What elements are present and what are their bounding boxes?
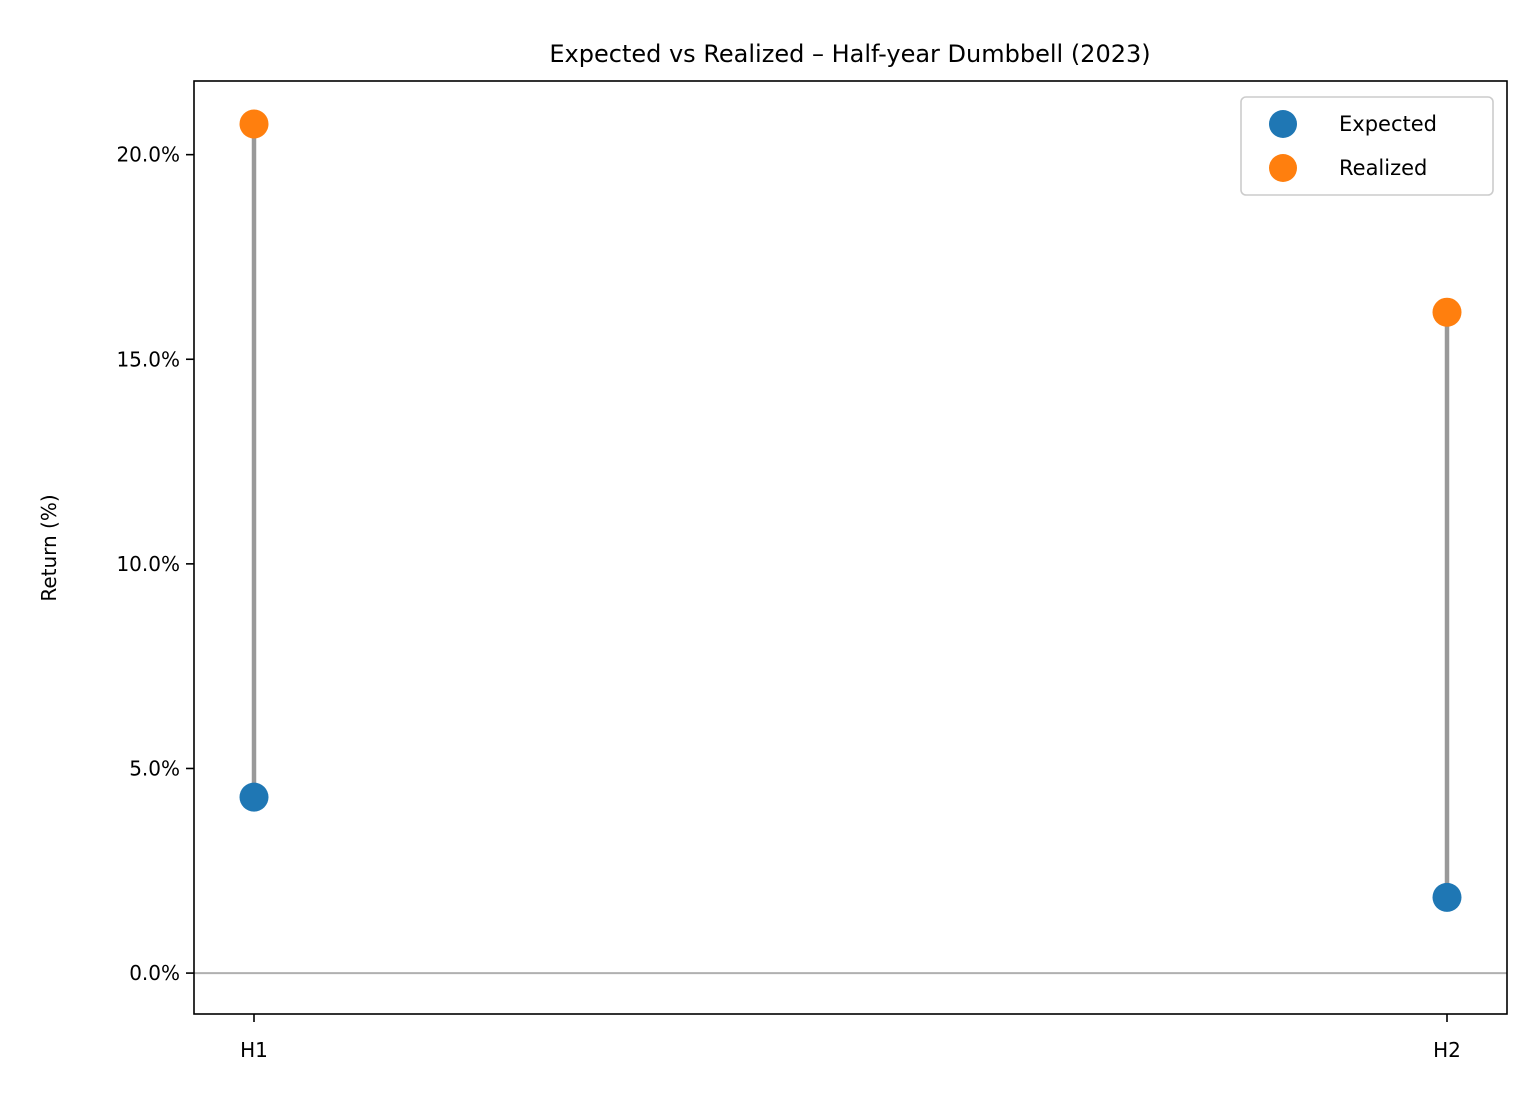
legend-box [1240, 96, 1494, 196]
point-layer [239, 109, 1462, 912]
y-tick-label: 5.0% [129, 756, 180, 780]
plot-frame [193, 80, 1508, 1015]
x-axis-ticks: H1 H2 [240, 1014, 1461, 1062]
connector-layer [251, 123, 1450, 898]
y-axis-label: Return (%) [37, 494, 61, 601]
x-tick-label: H1 [240, 1038, 268, 1062]
legend-label-realized: Realized [1339, 156, 1427, 180]
legend-marker-expected [1269, 110, 1297, 138]
x-tick-label: H2 [1433, 1038, 1461, 1062]
y-tick-label: 20.0% [116, 143, 180, 167]
realized-point-h1 [239, 109, 269, 139]
legend-marker-realized [1269, 154, 1297, 182]
expected-point-h1 [239, 782, 269, 812]
expected-point-h2 [1432, 882, 1462, 912]
y-tick-label: 10.0% [116, 552, 180, 576]
y-tick-label: 15.0% [116, 347, 180, 371]
legend: Expected Realized [1240, 96, 1494, 196]
legend-label-expected: Expected [1339, 112, 1437, 136]
y-axis-ticks: 0.0% 5.0% 10.0% 15.0% 20.0% [116, 143, 194, 985]
y-tick-label: 0.0% [129, 961, 180, 985]
realized-point-h2 [1432, 297, 1462, 327]
chart-title: Expected vs Realized – Half-year Dumbbel… [549, 40, 1150, 68]
